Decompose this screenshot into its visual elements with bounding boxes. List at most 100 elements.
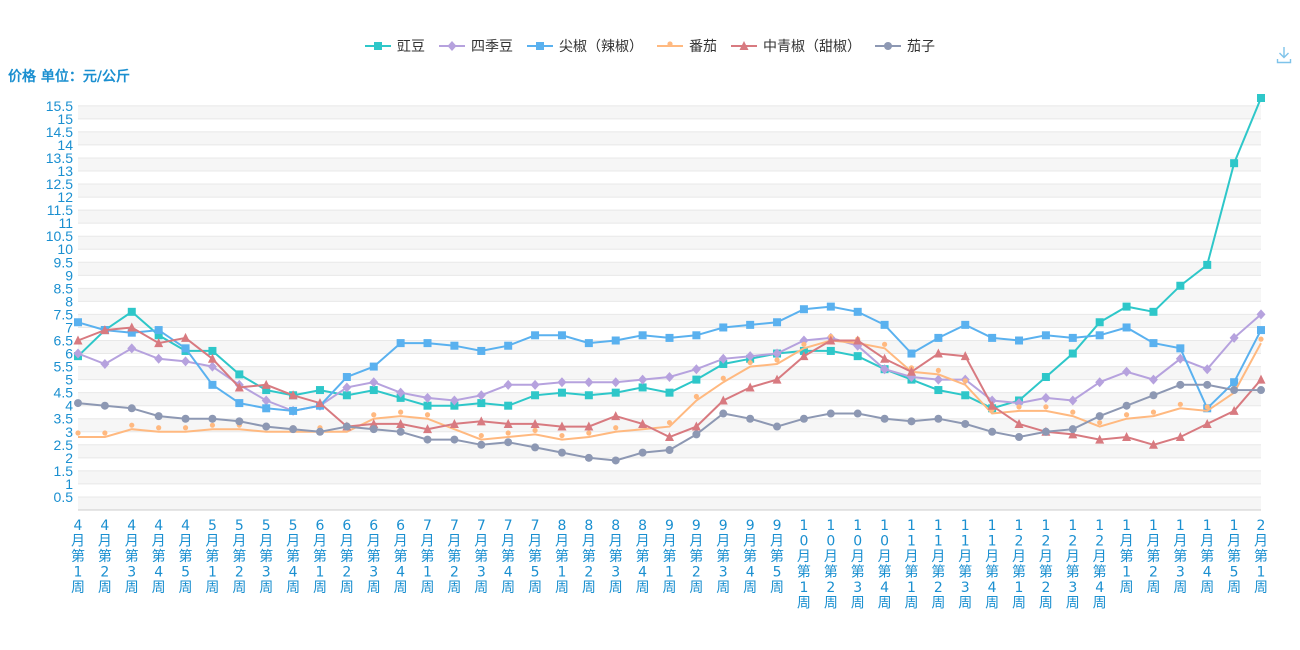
data-point — [638, 418, 648, 428]
data-point — [934, 333, 943, 342]
data-point — [261, 395, 271, 406]
data-point — [799, 346, 808, 355]
data-point — [1175, 431, 1185, 441]
data-point — [342, 373, 351, 382]
data-point — [584, 421, 594, 431]
data-point — [1068, 349, 1077, 358]
x-tick-label: 1 月第 1 周 — [1120, 518, 1134, 596]
data-point — [934, 386, 943, 395]
legend-item[interactable]: 中青椒（甜椒） — [731, 36, 861, 56]
data-point — [423, 435, 432, 444]
legend: 豇豆 四季豆 尖椒（辣椒） 番茄 中青椒（甜椒） 茄子 — [0, 36, 1300, 56]
data-point — [1203, 260, 1212, 269]
data-point — [1258, 336, 1264, 342]
grid-band — [78, 210, 1261, 224]
data-point — [1150, 409, 1157, 415]
data-point — [1257, 326, 1265, 335]
legend-item[interactable]: 番茄 — [657, 36, 717, 56]
x-tick-label: 6 月第 2 周 — [340, 518, 354, 596]
data-point — [1204, 404, 1210, 410]
data-point — [1176, 344, 1185, 353]
data-point — [1015, 432, 1024, 441]
data-point — [531, 443, 540, 452]
x-tick-label: 7 月第 2 周 — [447, 518, 461, 596]
data-point — [374, 42, 382, 50]
legend-item[interactable]: 豇豆 — [365, 36, 425, 56]
legend-item[interactable]: 四季豆 — [439, 36, 513, 56]
legend-item[interactable]: 尖椒（辣椒） — [527, 36, 643, 56]
data-point — [960, 351, 970, 361]
x-tick-label: 1 1 月第 2 周 — [931, 518, 945, 612]
data-point — [181, 332, 191, 342]
data-point — [719, 323, 728, 332]
data-point — [369, 425, 378, 434]
data-point — [424, 412, 431, 418]
x-tick-label: 1 0 月第 2 周 — [824, 518, 838, 612]
data-point — [127, 404, 136, 413]
data-point — [799, 335, 809, 346]
data-point — [853, 409, 862, 418]
data-point — [423, 401, 432, 410]
y-tick-label: 14 — [57, 137, 73, 153]
data-point — [720, 375, 726, 381]
legend-swatch-icon — [439, 41, 465, 51]
y-tick-label: 9 — [65, 267, 73, 283]
data-point — [961, 419, 970, 428]
data-point — [102, 430, 108, 436]
data-point — [371, 412, 377, 418]
y-tick-label: 3.5 — [54, 411, 74, 427]
data-point — [853, 335, 863, 345]
data-point — [1014, 418, 1024, 428]
data-point — [826, 302, 835, 311]
data-point — [557, 377, 567, 388]
x-tick-label: 4 月第 2 周 — [98, 518, 112, 596]
legend-label: 豇豆 — [397, 39, 425, 55]
data-point — [638, 331, 647, 340]
data-point — [447, 41, 457, 51]
y-tick-label: 4 — [65, 398, 73, 414]
data-point — [1256, 309, 1266, 320]
data-point — [154, 412, 163, 421]
data-point — [584, 391, 593, 400]
data-point — [74, 399, 82, 408]
data-point — [208, 380, 217, 389]
data-point — [1148, 374, 1158, 385]
y-tick-label: 2.5 — [54, 437, 74, 453]
legend-swatch-icon — [731, 41, 757, 50]
data-point — [772, 348, 782, 359]
data-point — [584, 339, 593, 348]
series-group — [74, 380, 1265, 465]
y-tick-label: 8 — [65, 293, 73, 309]
download-icon[interactable] — [1276, 46, 1292, 64]
data-point — [423, 339, 432, 348]
data-point — [745, 351, 755, 362]
legend-item[interactable]: 茄子 — [875, 36, 935, 56]
data-point — [665, 431, 674, 441]
data-point — [1068, 333, 1077, 342]
data-point — [423, 392, 433, 403]
data-point — [988, 427, 997, 436]
data-point — [530, 418, 540, 428]
x-tick-label: 1 2 月第 4 周 — [1093, 518, 1107, 612]
data-point — [182, 425, 189, 431]
y-tick-label: 13.5 — [46, 150, 73, 166]
y-tick-label: 2 — [65, 450, 73, 466]
data-point — [1014, 398, 1024, 409]
y-tick-label: 12 — [57, 189, 73, 205]
data-point — [154, 338, 164, 348]
data-point — [1257, 94, 1265, 102]
data-point — [100, 401, 109, 410]
data-point — [638, 374, 648, 385]
legend-label: 中青椒（甜椒） — [763, 39, 861, 55]
y-tick-label: 14.5 — [46, 124, 73, 140]
x-tick-label: 6 月第 3 周 — [367, 518, 381, 596]
data-point — [74, 318, 82, 327]
data-point — [369, 386, 378, 395]
data-point — [826, 335, 836, 345]
y-tick-label: 4.5 — [54, 385, 74, 401]
y-tick-label: 10 — [57, 241, 73, 257]
data-point — [100, 358, 110, 369]
data-point — [1070, 409, 1076, 415]
data-point — [611, 411, 621, 421]
